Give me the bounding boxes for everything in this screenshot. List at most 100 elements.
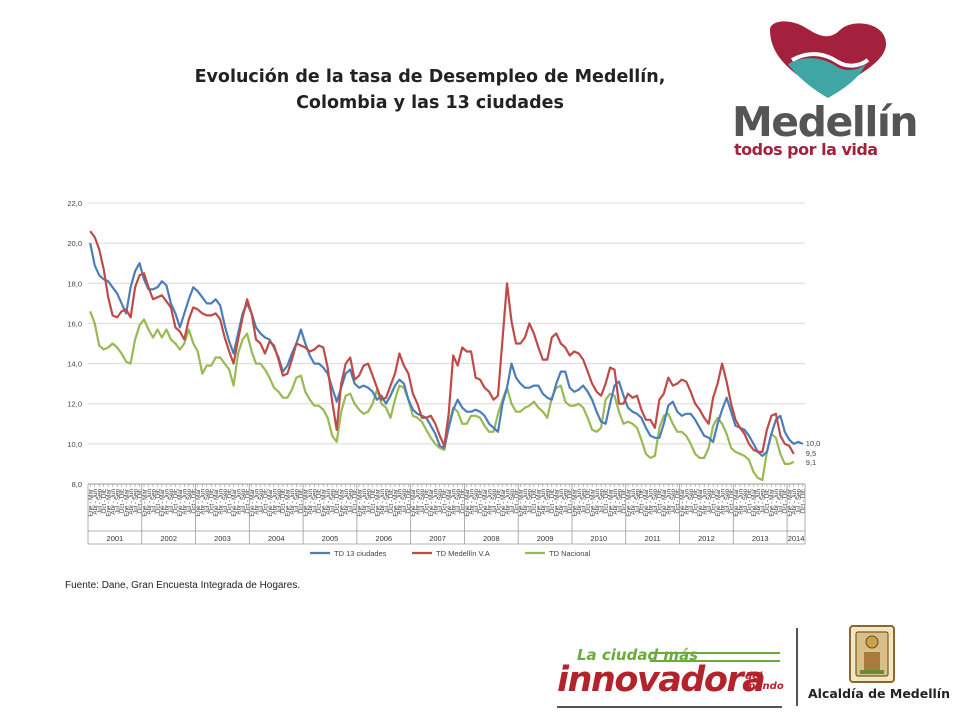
x-period-label: Abr - Jun xyxy=(719,489,726,515)
x-period-label: Ene - Mar xyxy=(249,489,256,517)
slogan-rule-mid xyxy=(650,660,780,662)
year-label: 2001 xyxy=(107,534,124,543)
x-period-label: Ene - Mar xyxy=(733,489,740,517)
x-period-label: Abr - Jun xyxy=(361,489,368,515)
x-period-label: Jul - Sep xyxy=(598,489,605,514)
x-period-label: Abr - Jun xyxy=(146,489,153,515)
slogan-rule-top xyxy=(650,652,780,654)
x-period-label: Jul - Sep xyxy=(742,489,749,514)
x-period-label: Ene - Mar xyxy=(607,489,614,517)
x-period-label: Ene - Mar xyxy=(267,489,274,517)
heart-logo-icon xyxy=(770,21,886,98)
x-period-label: Oct - Dic xyxy=(226,489,233,514)
x-period-label: Oct - Dic xyxy=(710,489,717,514)
x-period-label: Abr - Jun xyxy=(522,489,529,515)
x-period-label: Abr - Jun xyxy=(576,489,583,515)
legend-label: TD 13 ciudades xyxy=(334,549,387,558)
x-period-label: Oct - Dic xyxy=(442,489,449,514)
x-period-label: Abr - Jun xyxy=(182,489,189,515)
x-period-label: Ene - Mar xyxy=(141,489,148,517)
y-axis-ticks: 8,0 10,0 12,0 14,0 16,0 18,0 20,0 22,0 xyxy=(67,199,82,489)
x-period-label: Jul - Sep xyxy=(294,489,301,514)
x-period-label: Oct - Dic xyxy=(173,489,180,514)
x-period-label: Oct - Dic xyxy=(585,489,592,514)
slogan-rule-bottom xyxy=(557,706,782,708)
series-line-2 xyxy=(89,311,795,482)
x-period-label: Oct - Dic xyxy=(495,489,502,514)
x-period-label: Ene - Mar xyxy=(356,489,363,517)
x-period-label: Ene - Mar xyxy=(374,489,381,517)
x-period-label: Ene - Mar xyxy=(625,489,632,517)
x-period-label: Jul - Sep xyxy=(204,489,211,514)
x-period-label: Ene - Mar xyxy=(123,489,130,517)
y-tick-label: 18,0 xyxy=(67,279,82,288)
x-period-label: Jul - Sep xyxy=(419,489,426,514)
x-period-label: Abr - Jun xyxy=(684,489,691,515)
institution-name: Alcaldía de Medellín xyxy=(808,686,950,701)
x-period-label: Abr - Jun xyxy=(200,489,207,515)
x-period-label: Abr - Jun xyxy=(128,489,135,515)
year-label: 2014 xyxy=(788,534,805,543)
end-value-label: 10,0 xyxy=(806,439,820,448)
y-tick-label: 20,0 xyxy=(67,239,82,248)
x-period-label: Jul - Sep xyxy=(670,489,677,514)
x-period-label: Ene - Mar xyxy=(643,489,650,517)
logo-wordmark: Medellín xyxy=(732,98,919,146)
x-period-label: Jul - Sep xyxy=(365,489,372,514)
x-period-label: Jul - Sep xyxy=(132,489,139,514)
x-period-label: Ene - Mar xyxy=(338,489,345,517)
x-period-label: Ene - Mar xyxy=(500,489,507,517)
year-label: 2005 xyxy=(322,534,339,543)
x-period-label: Abr - Jun xyxy=(540,489,547,515)
x-period-label: Jul - Sep xyxy=(563,489,570,514)
x-period-label: Jul - Sep xyxy=(545,489,552,514)
medellin-logo: Medellín todos por la vida xyxy=(728,20,919,159)
x-period-label: Oct - Dic xyxy=(657,489,664,514)
y-tick-label: 16,0 xyxy=(67,319,82,328)
x-period-label: Ene - Mar xyxy=(715,489,722,517)
slogan-big: innovadora xyxy=(557,660,766,700)
chart-gridlines xyxy=(88,202,805,485)
x-period-label: Ene - Mar xyxy=(177,489,184,517)
title-line-1: Evolución de la tasa de Desempleo de Med… xyxy=(194,67,666,87)
x-period-label: Jul - Sep xyxy=(258,489,265,514)
x-period-label: Ene - Mar xyxy=(751,489,758,517)
x-period-label: Oct - Dic xyxy=(693,489,700,514)
x-period-label: Ene - Mar xyxy=(679,489,686,517)
x-period-label: Jul - Sep xyxy=(114,489,121,514)
x-period-label: Abr - Jun xyxy=(415,489,422,515)
year-label: 2008 xyxy=(483,534,500,543)
year-label: 2002 xyxy=(160,534,177,543)
slogan-small: La ciudad más xyxy=(577,646,699,664)
year-label: 2012 xyxy=(698,534,715,543)
x-period-label: Oct - Dic xyxy=(316,489,323,514)
x-period-label: Abr - Jun xyxy=(325,489,332,515)
x-period-label: Jul - Sep xyxy=(383,489,390,514)
coat-of-arms-icon xyxy=(849,625,895,683)
x-period-label: Jul - Sep xyxy=(330,489,337,514)
slogan-logo: La ciudad más innovadora del mundo xyxy=(555,640,785,715)
slogan-tiny-2: mundo xyxy=(745,681,784,692)
x-period-label: Ene - Mar xyxy=(285,489,292,517)
x-period-label: Ene - Mar xyxy=(231,489,238,517)
x-period-label: Ene - Mar xyxy=(518,489,525,517)
year-label: 2004 xyxy=(268,534,285,543)
x-period-label: Jul - Sep xyxy=(455,489,462,514)
x-period-label: Jul - Sep xyxy=(150,489,157,514)
unemployment-line-chart: 8,0 10,0 12,0 14,0 16,0 18,0 20,0 22,0 Ene - Ma… xyxy=(67,199,820,558)
x-period-label: Abr - Jun xyxy=(594,489,601,515)
x-period-label: Oct - Dic xyxy=(782,489,789,514)
x-period-label: Abr - Jun xyxy=(110,489,117,515)
x-period-label: Abr - Jun xyxy=(307,489,314,515)
year-label: 2006 xyxy=(375,534,392,543)
x-period-label: Abr - Jun xyxy=(755,489,762,515)
x-period-label: Abr - Jun xyxy=(701,489,708,515)
x-period-label: Oct - Dic xyxy=(298,489,305,514)
x-period-label: Jul - Sep xyxy=(401,489,408,514)
x-period-label: Abr - Jun xyxy=(271,489,278,515)
end-value-label: 9,5 xyxy=(806,449,816,458)
y-tick-label: 10,0 xyxy=(67,440,82,449)
x-period-label: Abr - Jun xyxy=(235,489,242,515)
x-period-label: Oct - Dic xyxy=(119,489,126,514)
